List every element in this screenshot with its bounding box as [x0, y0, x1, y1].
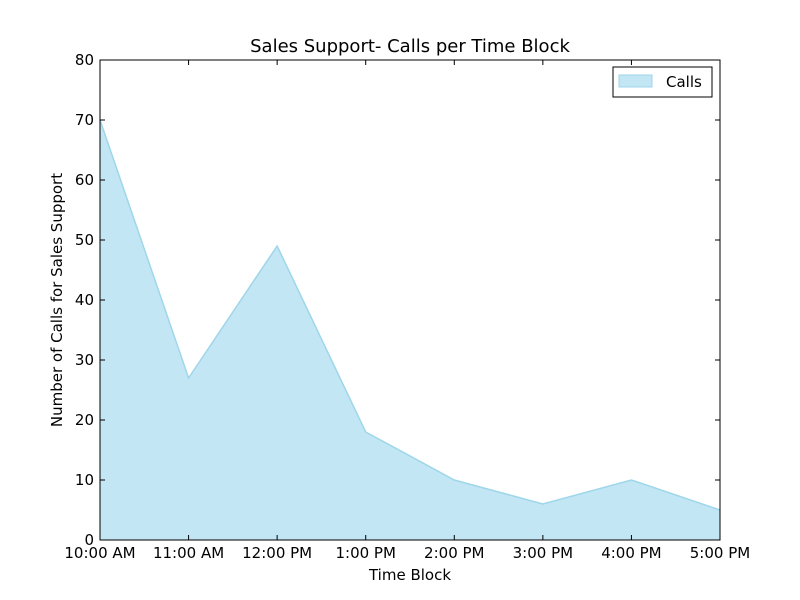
x-tick-label: 1:00 PM — [335, 544, 395, 562]
x-axis-title: Time Block — [368, 566, 451, 584]
y-tick-label: 40 — [75, 291, 94, 309]
x-tick-label: 10:00 AM — [64, 544, 135, 562]
x-tick-label: 5:00 PM — [690, 544, 750, 562]
area-series-calls — [100, 120, 720, 540]
y-tick-label: 30 — [75, 351, 94, 369]
chart-title: Sales Support- Calls per Time Block — [250, 36, 570, 57]
y-tick-label: 60 — [75, 171, 94, 189]
area-series-calls-outline — [99, 119, 721, 511]
y-tick-label: 20 — [75, 411, 94, 429]
x-tick-label: 11:00 AM — [153, 544, 224, 562]
x-tick-label: 4:00 PM — [601, 544, 661, 562]
x-tick-label: 12:00 PM — [242, 544, 312, 562]
legend: Calls — [612, 66, 713, 98]
legend-swatch-calls — [618, 74, 653, 88]
plot-area — [99, 59, 721, 541]
legend-label-calls: Calls — [666, 73, 702, 91]
y-tick-label: 10 — [75, 471, 94, 489]
y-axis-title: Number of Calls for Sales Support — [48, 173, 66, 427]
x-axis: 10:00 AM 11:00 AM 12:00 PM 1:00 PM 2:00 PM 3:… — [64, 60, 750, 562]
y-axis: 0 10 20 30 40 50 60 70 80 — [75, 51, 720, 549]
y-tick-label: 80 — [75, 51, 94, 69]
y-tick-label: 50 — [75, 231, 94, 249]
y-tick-label: 70 — [75, 111, 94, 129]
x-tick-label: 2:00 PM — [424, 544, 484, 562]
x-tick-label: 3:00 PM — [513, 544, 573, 562]
y-tick-label: 0 — [84, 531, 94, 549]
